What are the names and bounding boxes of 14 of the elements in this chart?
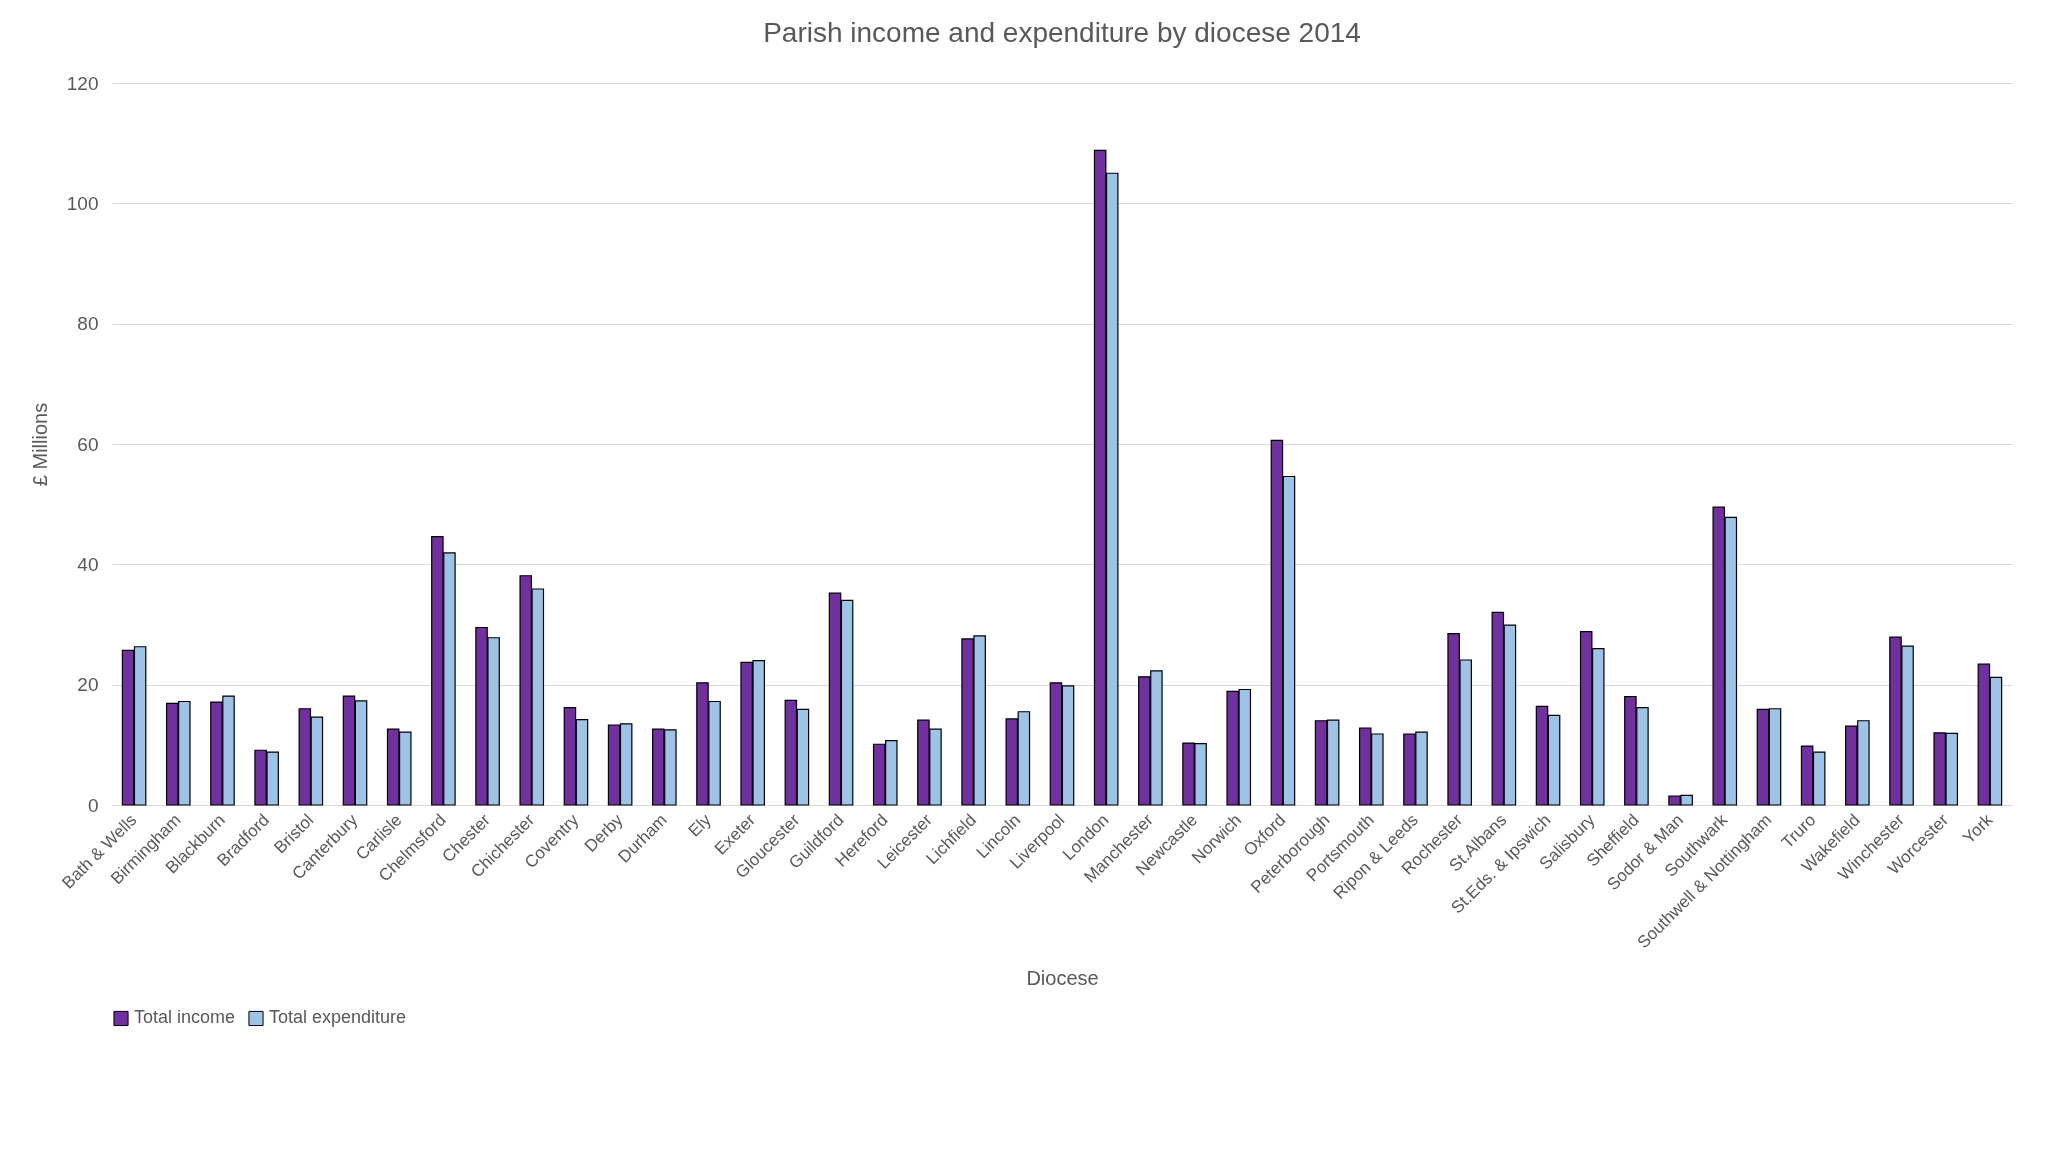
y-axis-title: £ Millions [28,402,51,487]
legend-label: Total expenditure [269,1007,407,1028]
legend-label: Total income [134,1007,236,1028]
x-axis-title: Diocese [1026,967,1099,990]
y-tick-label: 100 [66,192,99,214]
chart-title: Parish income and expenditure by diocese 2014 [763,17,1361,48]
y-tick-label: 0 [87,794,99,816]
y-tick-label: 60 [77,433,99,455]
y-tick-label: 20 [77,674,99,696]
y-tick-label: 120 [66,72,99,94]
x-tick-label: York [1959,810,1997,848]
y-tick-label: 80 [77,313,99,335]
y-tick-label: 40 [77,553,99,575]
x-tick-label: Ely [684,810,716,841]
